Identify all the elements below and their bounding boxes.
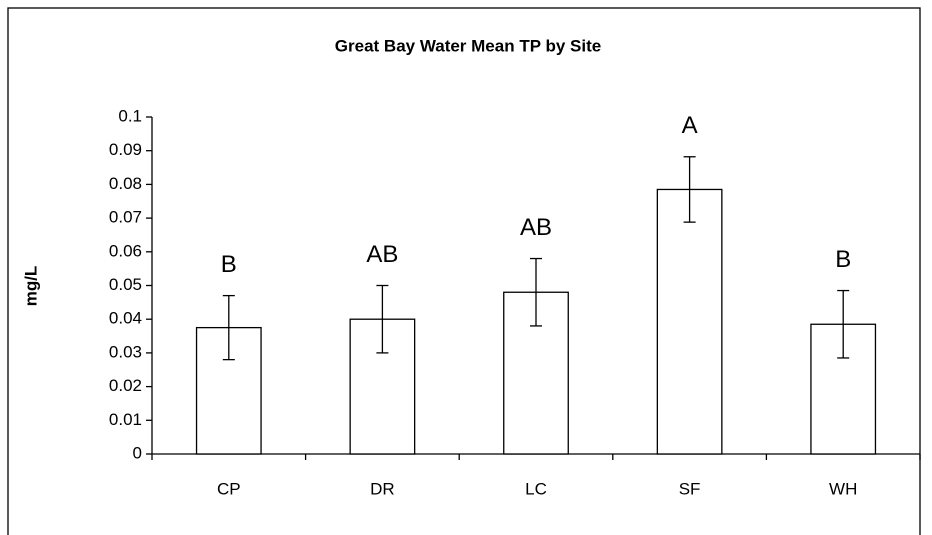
y-tick-label: 0.07 [109,208,142,227]
y-tick-label: 0 [133,443,142,462]
bar [656,188,723,455]
x-tick-label: LC [525,479,547,498]
y-axis-label: mg/L [21,266,40,307]
y-tick-label: 0.04 [109,309,142,328]
y-tick-label: 0.02 [109,376,142,395]
y-tick-label: 0.05 [109,275,142,294]
annotation: B [835,246,851,273]
annotation: A [682,112,698,139]
y-tick-label: 0.09 [109,140,142,159]
y-tick-label: 0.08 [109,174,142,193]
chart-frame [7,7,921,535]
y-tick-label: 0.06 [109,241,142,260]
annotation: AB [366,241,398,268]
x-tick-label: WH [829,479,857,498]
x-tick-label: DR [370,479,395,498]
x-tick-label: SF [679,479,701,498]
chart-title: Great Bay Water Mean TP by Site [335,36,601,55]
annotation: B [221,251,237,278]
annotation: AB [520,214,552,241]
x-tick-label: CP [217,479,241,498]
y-tick-label: 0.01 [109,410,142,429]
y-tick-label: 0.1 [118,106,142,125]
y-tick-label: 0.03 [109,342,142,361]
